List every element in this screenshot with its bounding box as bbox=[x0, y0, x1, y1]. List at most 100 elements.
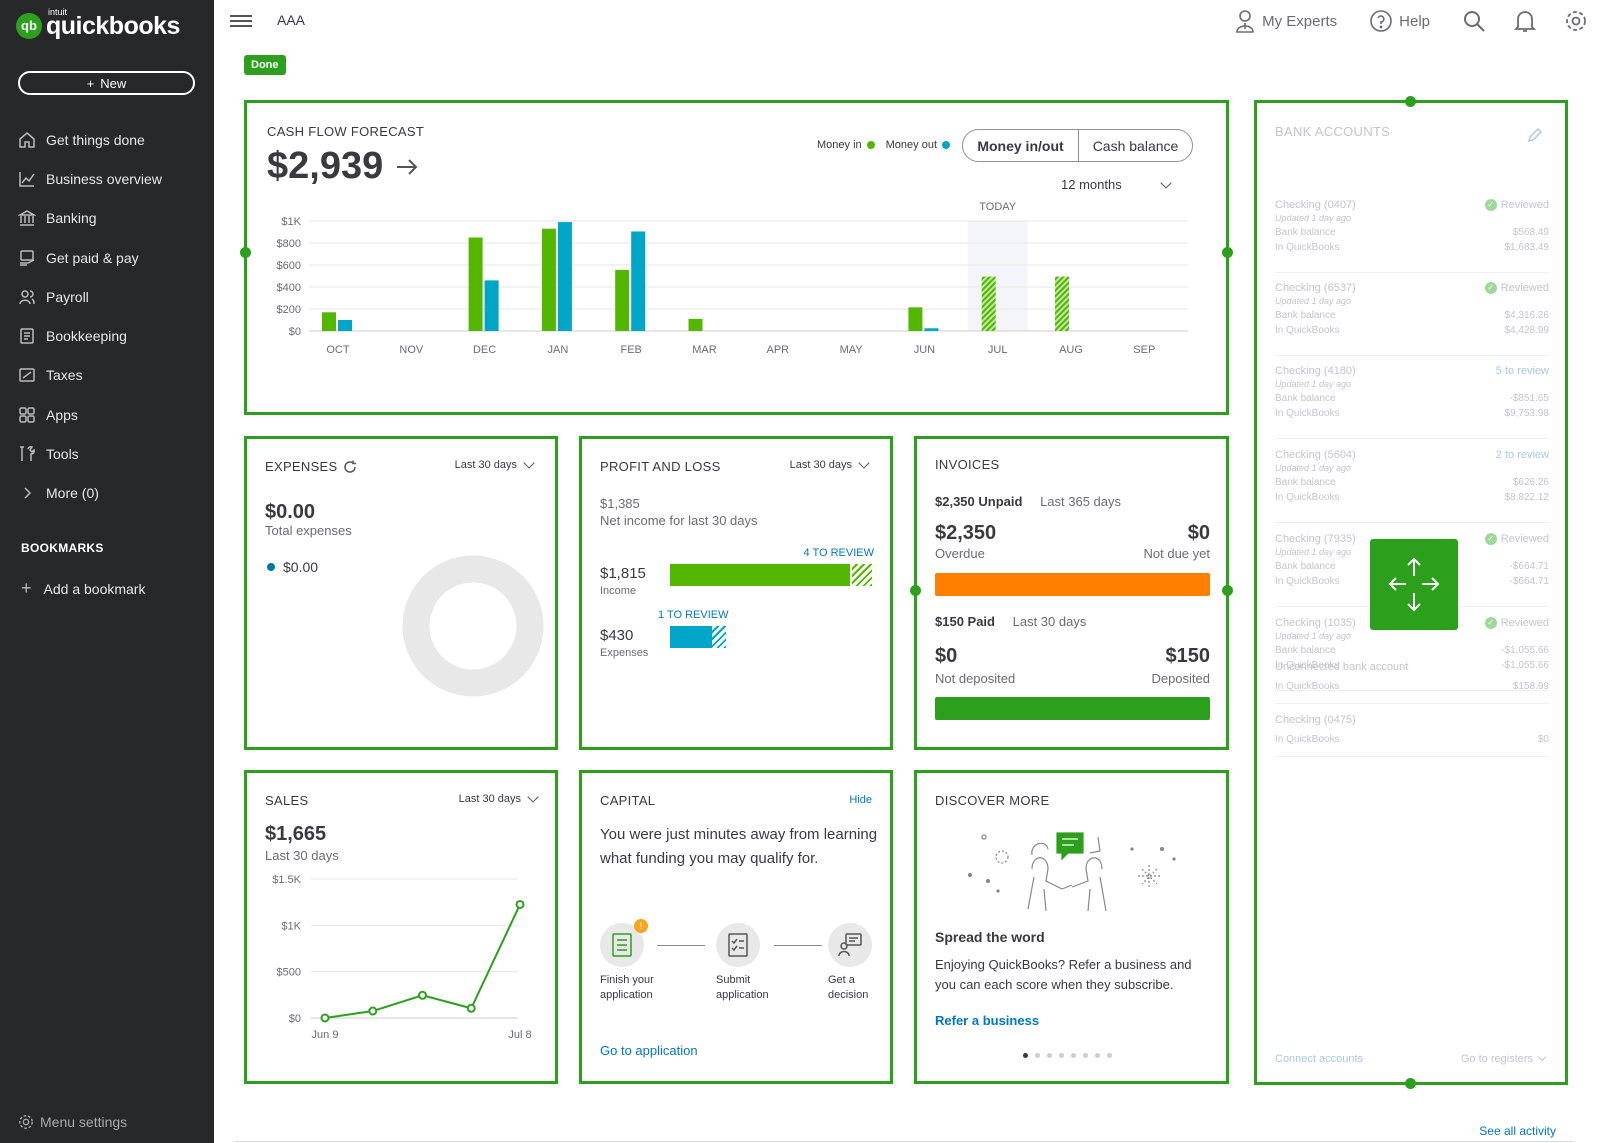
x-tick-label: APR bbox=[766, 344, 789, 356]
capital-card[interactable]: CAPITAL Hide You were just minutes away … bbox=[579, 770, 893, 1084]
period-dropdown-value: 12 months bbox=[1061, 177, 1122, 192]
bank-account-row[interactable]: Checking (6537) ✓ Reviewed Updated 1 day ag… bbox=[1275, 282, 1549, 338]
net-income-amount: $1,385 bbox=[600, 496, 640, 511]
bank-account-row[interactable]: Checking (0407) ✓ Reviewed Updated 1 day ag… bbox=[1275, 199, 1549, 255]
my-experts-button[interactable]: My Experts bbox=[1234, 9, 1337, 33]
sidebar-item-get-paid-pay[interactable]: Get paid & pay bbox=[0, 238, 214, 277]
account-status[interactable]: 2 to review bbox=[1496, 449, 1549, 461]
sidebar-item-bookkeeping[interactable]: Bookkeeping bbox=[0, 316, 214, 355]
notifications-button[interactable] bbox=[1514, 9, 1536, 33]
expenses-bar[interactable] bbox=[670, 626, 872, 648]
deposited-bar[interactable] bbox=[935, 697, 1210, 720]
account-checking-0475[interactable]: Checking (0475) In QuickBooks $0 bbox=[1275, 714, 1549, 747]
x-tick-label: JAN bbox=[548, 344, 569, 356]
bank-account-row[interactable]: Checking (1035) ✓ Reviewed Updated 1 day ag… bbox=[1275, 617, 1549, 673]
sidebar: qb intuit quickbooks + New Get things do… bbox=[0, 0, 214, 1143]
overdue-bar[interactable] bbox=[935, 573, 1210, 596]
go-to-registers-dropdown[interactable]: Go to registers bbox=[1461, 1052, 1547, 1065]
search-icon bbox=[1464, 11, 1485, 32]
unconnected-account[interactable]: Unconnected bank account In QuickBooks $1… bbox=[1275, 661, 1549, 694]
sales-period-dropdown[interactable]: Last 30 days bbox=[458, 791, 539, 805]
resize-handle-top[interactable] bbox=[1405, 96, 1416, 107]
top-bar: AAA My Experts Help bbox=[214, 0, 1600, 48]
y-tick-label: $400 bbox=[277, 282, 301, 294]
money-in-bar bbox=[615, 269, 630, 331]
deposited-label: Deposited bbox=[1151, 671, 1210, 686]
money-in-bar bbox=[1055, 276, 1069, 331]
resize-handle-left[interactable] bbox=[910, 585, 921, 596]
discover-more-card[interactable]: DISCOVER MORE Spread the word Enjoying Q… bbox=[914, 770, 1229, 1084]
hamburger-menu-icon[interactable] bbox=[230, 12, 252, 30]
search-button[interactable] bbox=[1462, 9, 1486, 33]
sidebar-item-taxes[interactable]: Taxes bbox=[0, 356, 214, 395]
help-label: Help bbox=[1399, 12, 1430, 30]
hide-link[interactable]: Hide bbox=[849, 794, 872, 806]
help-button[interactable]: Help bbox=[1369, 9, 1430, 33]
add-bookmark-link[interactable]: + Add a bookmark bbox=[21, 578, 145, 599]
bank-account-row[interactable]: Checking (7935) ✓ Reviewed Updated 1 day ag… bbox=[1275, 533, 1549, 589]
step-finish-application[interactable]: ! Finish your application bbox=[600, 919, 670, 1003]
sales-card[interactable]: SALES Last 30 days $1,665 Last 30 days $… bbox=[244, 770, 558, 1084]
new-button-label: New bbox=[100, 75, 127, 91]
go-to-application-link[interactable]: Go to application bbox=[600, 1043, 698, 1058]
bank-accounts-card[interactable]: BANK ACCOUNTS Checking (0407) ✓ Reviewed Up… bbox=[1254, 96, 1568, 1089]
quickbooks-logo[interactable]: qb intuit quickbooks bbox=[16, 7, 180, 41]
sidebar-item-business-overview[interactable]: Business overview bbox=[0, 159, 214, 198]
refresh-icon[interactable] bbox=[343, 460, 357, 474]
profit-loss-card[interactable]: PROFIT AND LOSS Last 30 days $1,385 Net … bbox=[579, 436, 893, 750]
move-widget-handle[interactable] bbox=[1370, 539, 1458, 630]
sidebar-item-tools[interactable]: Tools bbox=[0, 434, 214, 473]
resize-handle-right[interactable] bbox=[1222, 585, 1233, 596]
sidebar-item-payroll[interactable]: Payroll bbox=[0, 277, 214, 316]
refer-business-link[interactable]: Refer a business bbox=[935, 1013, 1040, 1028]
sidebar-item-get-things-done[interactable]: Get things done bbox=[0, 120, 214, 159]
cash-flow-amount-link[interactable]: $2,939 bbox=[267, 145, 419, 188]
account-status-label: Reviewed bbox=[1500, 533, 1549, 545]
income-bar[interactable] bbox=[670, 564, 872, 586]
account-name: Checking (7935) bbox=[1275, 533, 1356, 545]
see-all-activity-link[interactable]: See all activity bbox=[1479, 1124, 1556, 1138]
not-deposited-label: Not deposited bbox=[935, 671, 1016, 686]
carousel-dot[interactable] bbox=[1107, 1053, 1112, 1058]
expenses-review-link[interactable]: 1 TO REVIEW bbox=[658, 609, 729, 621]
sales-period-value: Last 30 days bbox=[458, 793, 521, 805]
sidebar-item-more[interactable]: More (0) bbox=[0, 474, 214, 513]
period-dropdown[interactable]: 12 months bbox=[1061, 176, 1172, 192]
carousel-dot[interactable] bbox=[1035, 1053, 1040, 1058]
resize-handle-left[interactable] bbox=[240, 247, 251, 258]
sidebar-item-label: Tools bbox=[46, 446, 79, 463]
carousel-dot[interactable] bbox=[1059, 1053, 1064, 1058]
step-label: Get a decision bbox=[828, 974, 869, 1001]
new-button[interactable]: + New bbox=[18, 71, 195, 95]
settings-button[interactable] bbox=[1564, 9, 1588, 33]
carousel-dot[interactable] bbox=[1047, 1053, 1052, 1058]
bank-balance-label: Bank balance bbox=[1275, 561, 1336, 572]
pencil-edit-icon[interactable] bbox=[1527, 127, 1543, 143]
account-status-label: Reviewed bbox=[1500, 282, 1549, 294]
cash-flow-card[interactable]: CASH FLOW FORECAST $2,939 Money in Money… bbox=[240, 100, 1233, 415]
done-button[interactable]: Done bbox=[244, 55, 286, 75]
capital-text: You were just minutes away from learning… bbox=[600, 826, 878, 867]
menu-settings-link[interactable]: Menu settings bbox=[18, 1114, 127, 1130]
expenses-card[interactable]: EXPENSES Last 30 days $0.00 Total expens… bbox=[244, 436, 558, 750]
carousel-dot[interactable] bbox=[1023, 1053, 1028, 1058]
bank-account-row[interactable]: Checking (5604) 2 to review Updated 1 day … bbox=[1275, 449, 1549, 505]
connect-accounts-link[interactable]: Connect accounts bbox=[1275, 1053, 1364, 1065]
resize-handle-right[interactable] bbox=[1222, 247, 1233, 258]
bank-account-row[interactable]: Checking (4180) 5 to review Updated 1 day … bbox=[1275, 365, 1549, 421]
cash-balance-toggle[interactable]: Cash balance bbox=[1092, 137, 1179, 154]
money-in-bar bbox=[908, 307, 923, 331]
income-review-link[interactable]: 4 TO REVIEW bbox=[803, 547, 874, 559]
carousel-dot[interactable] bbox=[1071, 1053, 1076, 1058]
carousel-dot[interactable] bbox=[1095, 1053, 1100, 1058]
sidebar-item-banking[interactable]: Banking bbox=[0, 199, 214, 238]
expenses-period-dropdown[interactable]: Last 30 days bbox=[455, 457, 535, 471]
sidebar-item-apps[interactable]: Apps bbox=[0, 395, 214, 434]
money-in-out-toggle[interactable]: Money in/out bbox=[963, 130, 1079, 161]
profit-loss-period-dropdown[interactable]: Last 30 days bbox=[790, 457, 870, 471]
invoices-card[interactable]: INVOICES $2,350 Unpaid Last 365 days $2,… bbox=[910, 436, 1233, 750]
help-icon bbox=[1370, 10, 1392, 32]
carousel-dot[interactable] bbox=[1083, 1053, 1088, 1058]
account-status[interactable]: 5 to review bbox=[1496, 365, 1549, 377]
resize-handle-bottom[interactable] bbox=[1405, 1078, 1416, 1089]
